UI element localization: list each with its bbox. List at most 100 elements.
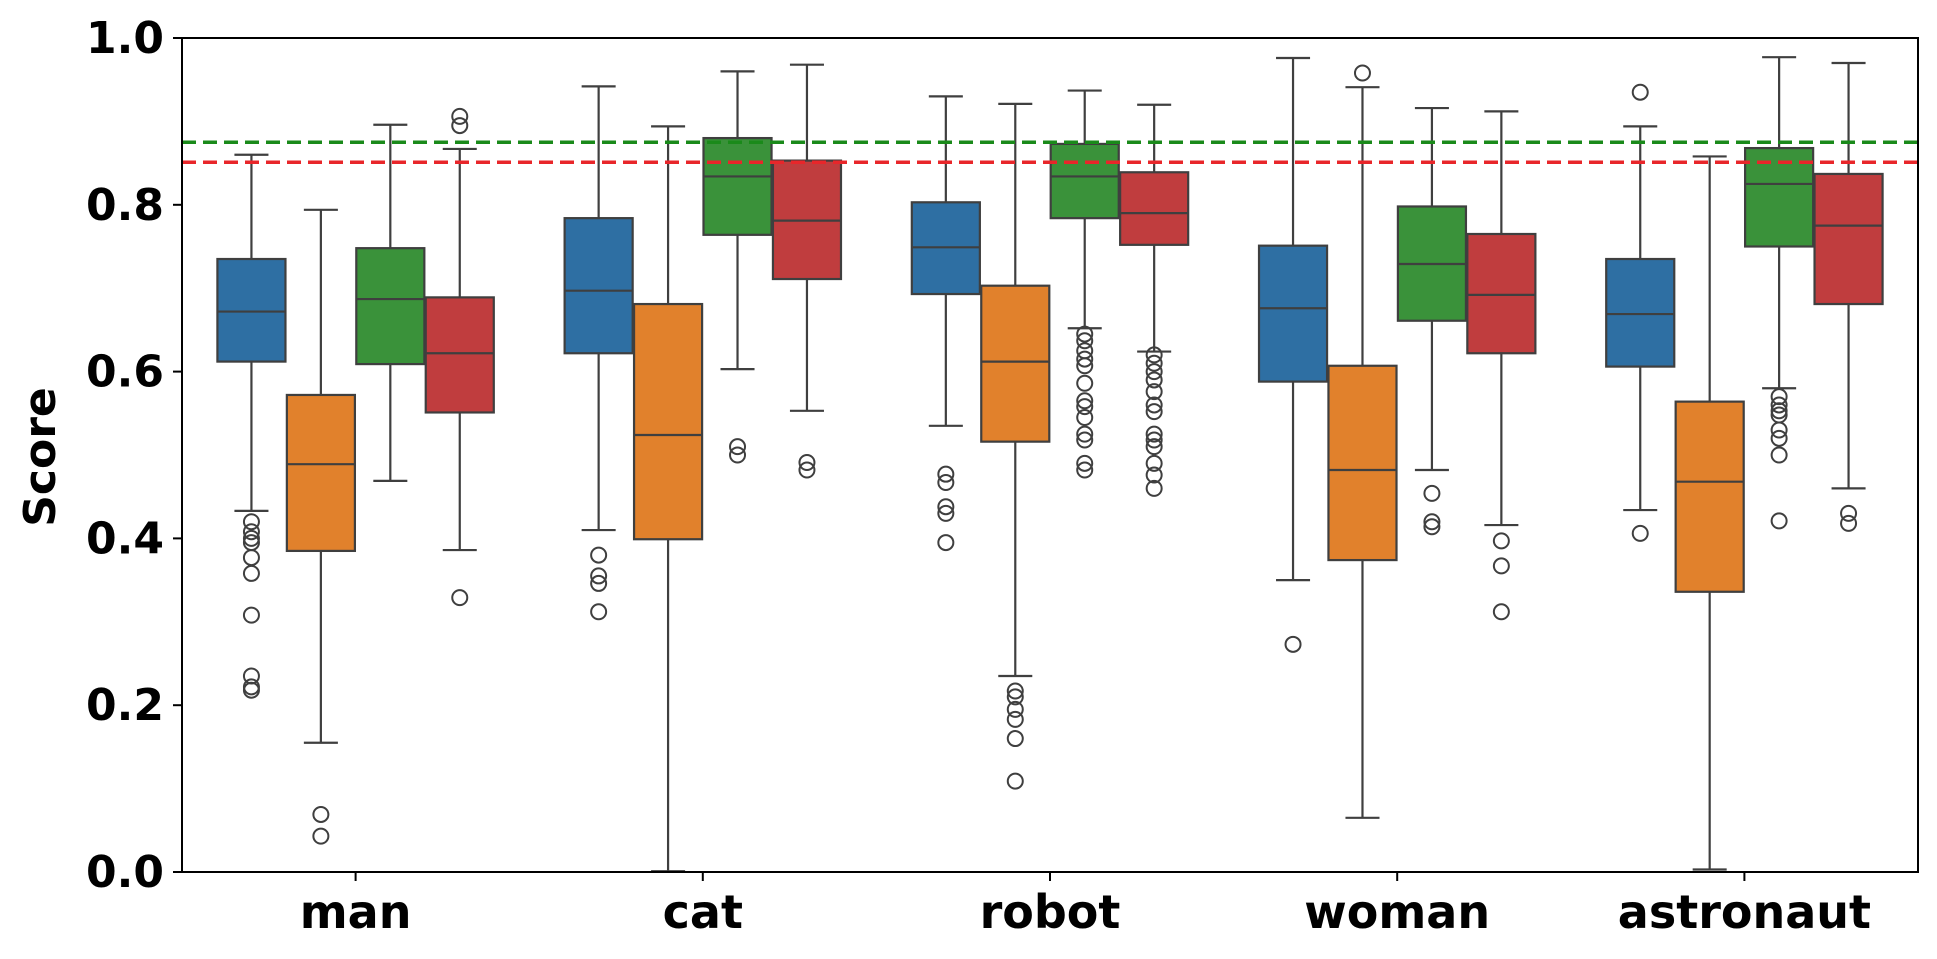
y-tick-label: 0.2 [86, 680, 164, 731]
box-woman-series-1-iqr-box [1257, 244, 1329, 383]
box-robot-series-3 [1049, 89, 1120, 479]
axis-layer: 0.0 0.2 0.4 0.6 0.8 1.0 man cat robot woman astron… [86, 13, 1919, 939]
box-robot-series-1-outlier [937, 504, 955, 522]
box-astronaut-series-3-iqr-box [1743, 146, 1815, 248]
box-robot-series-3-outlier [1076, 408, 1094, 426]
box-robot-series-4 [1119, 103, 1190, 497]
x-tick-label-robot: robot [980, 885, 1121, 939]
box-man-series-1-outlier [242, 513, 260, 531]
box-cat-series-3-iqr-box [702, 136, 773, 236]
y-tick-label: 1.0 [86, 13, 164, 64]
box-robot-series-3-outlier [1076, 332, 1094, 350]
box-robot-series-3-outlier [1076, 325, 1094, 343]
box-robot-series-1 [910, 95, 981, 552]
box-woman-series-4-iqr-box [1466, 232, 1537, 355]
box-cat-series-3 [702, 70, 773, 464]
box-astronaut-series-1 [1605, 83, 1676, 542]
box-man-series-2-iqr-box [285, 393, 357, 553]
box-robot-series-3-outlier [1076, 398, 1094, 416]
box-robot-series-1-outlier [937, 534, 955, 552]
box-robot-series-3-outlier [1076, 461, 1094, 479]
box-robot-series-3-outlier [1076, 454, 1094, 472]
box-cat-series-1-outlier [590, 546, 608, 564]
box-woman-series-2-iqr-box [1327, 364, 1398, 562]
box-astronaut-series-3-outlier [1770, 512, 1788, 530]
box-robot-series-2-outlier [1006, 772, 1024, 790]
box-man-series-2 [285, 208, 357, 845]
box-robot-series-4-iqr-box [1119, 171, 1190, 246]
box-woman-series-4-outlier [1492, 603, 1510, 621]
box-woman-series-4 [1466, 110, 1537, 621]
box-man-series-4-outlier [451, 107, 469, 125]
box-man-series-1-outlier [242, 564, 260, 582]
y-tick-label: 0.0 [86, 847, 164, 898]
box-man-series-1-outlier [242, 681, 260, 699]
box-woman-series-3-outlier [1423, 518, 1441, 536]
box-cat-series-4-outlier [798, 461, 816, 479]
box-astronaut-series-3-outlier [1770, 402, 1788, 420]
box-robot-series-3-outlier [1076, 431, 1094, 449]
box-woman-series-4-outlier [1492, 532, 1510, 550]
x-tick-label-woman: woman [1304, 885, 1490, 939]
box-man-series-1-outlier [242, 606, 260, 624]
box-cat-series-4 [771, 63, 843, 479]
box-robot-series-4-outlier [1145, 479, 1163, 497]
box-man-series-1-outlier [242, 523, 260, 541]
box-cat-series-2-iqr-box [632, 302, 704, 541]
box-astronaut-series-2-iqr-box [1674, 400, 1745, 593]
box-woman-series-4-outlier [1492, 557, 1510, 575]
box-man-series-1 [216, 153, 287, 699]
box-man-series-3-iqr-box [355, 247, 426, 366]
box-robot-series-4-outlier [1145, 466, 1163, 484]
box-woman-series-2-outlier [1353, 64, 1371, 82]
box-cat-series-3-outlier [729, 446, 747, 464]
box-cat-series-4-outlier [798, 454, 816, 472]
box-astronaut-series-1-iqr-box [1605, 257, 1676, 368]
box-astronaut-series-4 [1813, 61, 1884, 532]
box-robot-series-2-outlier [1006, 710, 1024, 728]
box-woman-series-1 [1257, 56, 1329, 653]
box-astronaut-series-4-outlier [1840, 504, 1858, 522]
box-robot-series-1-outlier [937, 498, 955, 516]
box-astronaut-series-2 [1674, 155, 1745, 871]
box-man-series-2-outlier [312, 805, 330, 823]
box-cat-series-1 [563, 85, 634, 621]
box-robot-series-3-iqr-box [1049, 142, 1120, 220]
box-astronaut-series-4-outlier [1840, 514, 1858, 532]
box-robot-series-2 [980, 102, 1051, 790]
box-robot-series-1-outlier [937, 474, 955, 492]
box-woman-series-3 [1396, 106, 1468, 536]
box-astronaut-series-3-outlier [1770, 429, 1788, 447]
box-robot-series-4-outlier [1145, 363, 1163, 381]
box-cat-series-1-outlier [590, 574, 608, 592]
box-woman-series-3-outlier [1423, 513, 1441, 531]
box-robot-series-2-outlier [1006, 700, 1024, 718]
box-astronaut-series-3-outlier [1770, 396, 1788, 414]
box-robot-series-4-outlier [1145, 354, 1163, 372]
x-tick-label-man: man [300, 885, 412, 939]
box-man-series-1-outlier [242, 529, 260, 547]
box-man-series-1-iqr-box [216, 257, 287, 363]
box-robot-series-3-outlier [1076, 350, 1094, 368]
box-astronaut-series-1-outlier [1631, 524, 1649, 542]
box-astronaut-series-3-outlier [1770, 421, 1788, 439]
box-robot-series-2-outlier [1006, 688, 1024, 706]
box-astronaut-series-4-iqr-box [1813, 172, 1884, 306]
box-man-series-2-outlier [312, 827, 330, 845]
box-cat-series-2 [632, 125, 704, 873]
box-robot-series-3-outlier [1076, 374, 1094, 392]
y-tick-label: 0.6 [86, 347, 164, 398]
box-robot-series-4-outlier [1145, 383, 1163, 401]
box-robot-series-3-outlier [1076, 357, 1094, 375]
box-robot-series-4-outlier [1145, 438, 1163, 456]
y-tick-label: 0.4 [86, 513, 164, 564]
box-robot-series-4-outlier [1145, 346, 1163, 364]
box-robot-series-4-outlier [1145, 431, 1163, 449]
box-robot-series-3-outlier [1076, 425, 1094, 443]
box-robot-series-4-outlier [1145, 403, 1163, 421]
box-cat-series-1-outlier [590, 567, 608, 585]
y-tick-label: 0.8 [86, 180, 164, 231]
box-robot-series-2-outlier [1006, 730, 1024, 748]
box-cat-series-1-iqr-box [563, 217, 634, 355]
